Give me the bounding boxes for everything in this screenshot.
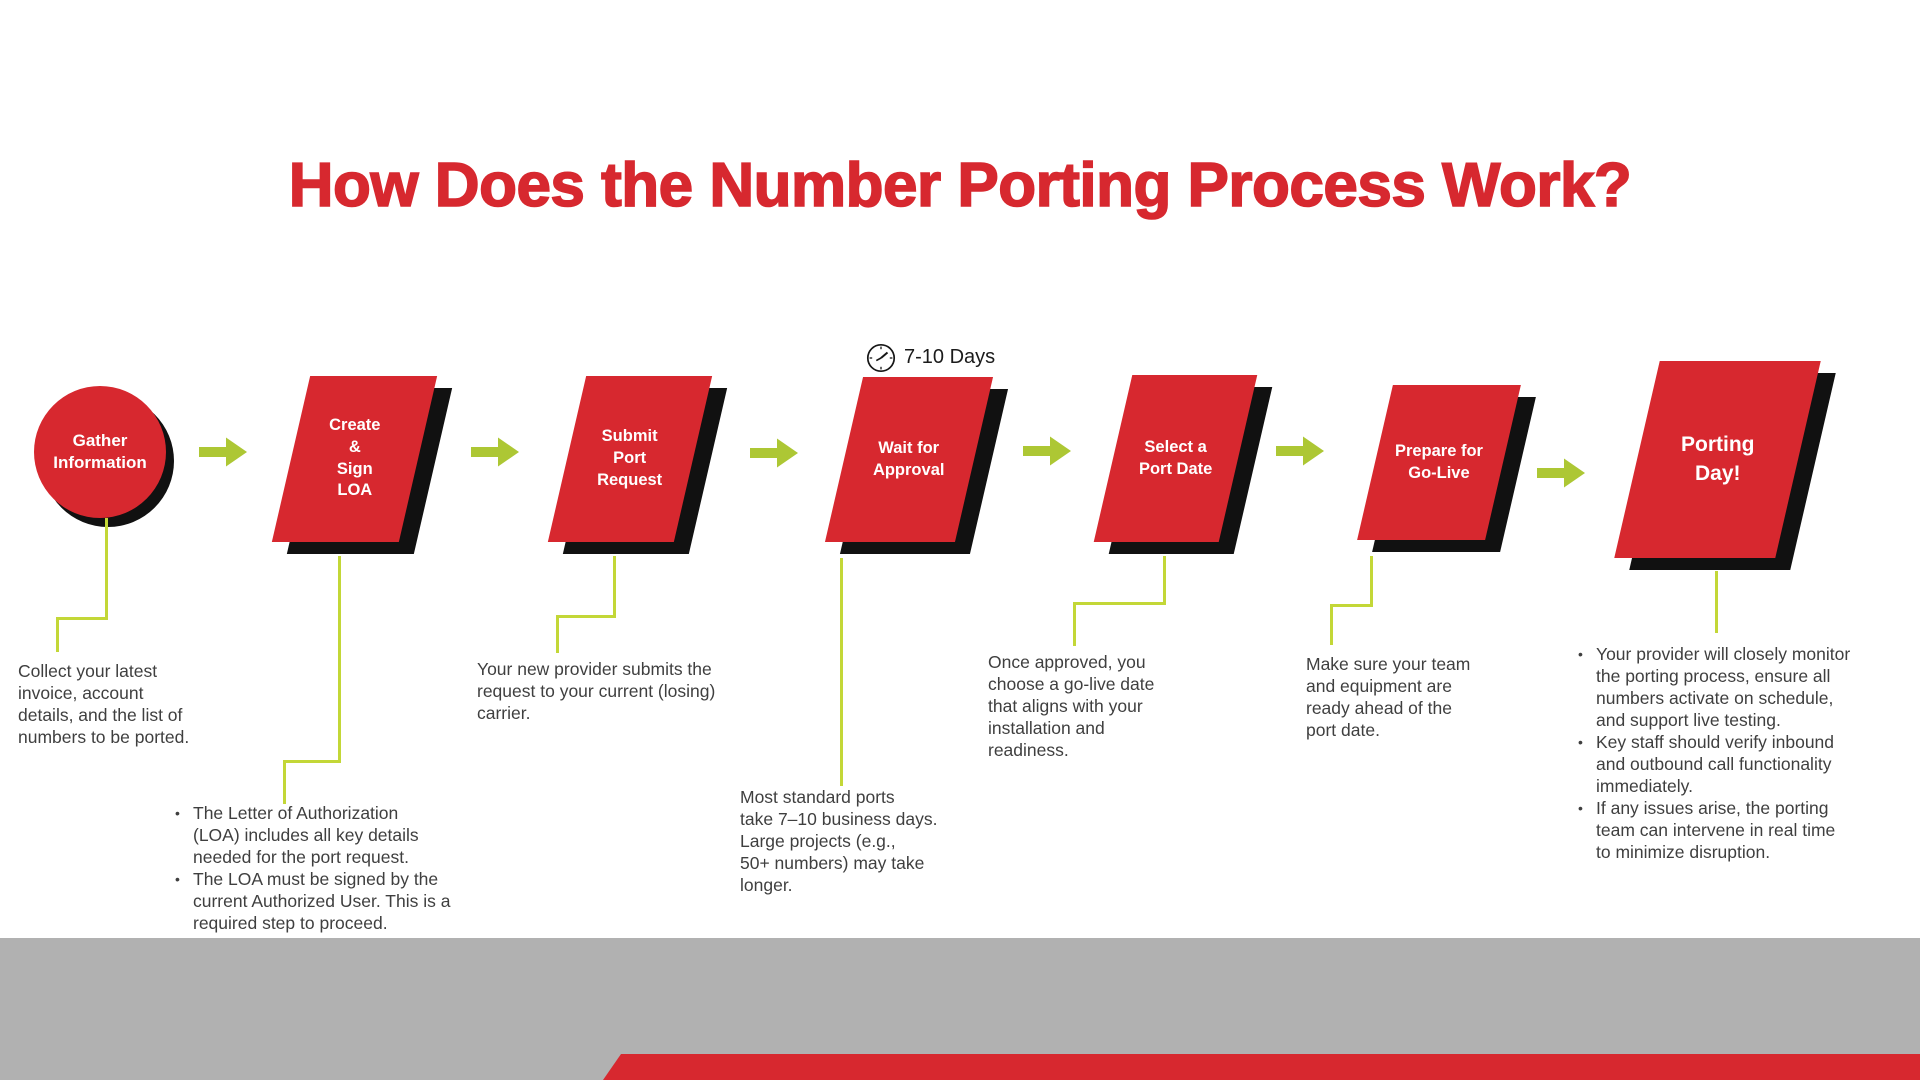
connector-line — [1330, 604, 1373, 607]
flow-arrow-icon — [1023, 436, 1071, 466]
connector-line — [56, 617, 108, 620]
step-shape-porting-day: Porting Day! — [1614, 361, 1836, 570]
step-description-wait-for-approval: Most standard ports take 7–10 business d… — [740, 787, 938, 895]
connector-line — [105, 518, 108, 620]
step-description-prepare-go-live: Make sure your team and equipment are re… — [1306, 654, 1471, 740]
bullet-text: The LOA must be signed by the current Au… — [193, 869, 451, 933]
step-label: Wait for Approval — [873, 438, 945, 479]
clock-badge-label: 7-10 Days — [904, 346, 996, 368]
bullet-text: Key staff should verify inbound and outb… — [1596, 732, 1835, 796]
connector-line — [1073, 602, 1166, 605]
connector-line — [1715, 571, 1718, 633]
bullet-text: Your provider will closely monitor the p… — [1596, 644, 1851, 730]
step-shape-select-port-date: Select a Port Date — [1093, 375, 1273, 554]
connector-line — [556, 615, 559, 653]
footer-red-stripe — [603, 1054, 1920, 1080]
flow-arrow-icon — [199, 437, 247, 467]
connector-line — [338, 556, 341, 763]
connector-line — [1163, 556, 1166, 605]
bullet-item: • Your provider will closely monitor the… — [1578, 643, 1908, 731]
bullet-item: • Key staff should verify inbound and ou… — [1578, 731, 1908, 797]
step-label: Submit Port Request — [597, 427, 663, 489]
bullet-text: If any issues arise, the porting team ca… — [1596, 798, 1836, 862]
page-title: How Does the Number Porting Process Work… — [288, 150, 1633, 221]
step-shape-create-sign-loa: Create & Sign LOA — [271, 376, 453, 554]
step-description-gather-information: Collect your latest invoice, account det… — [18, 661, 190, 747]
step-shape-wait-for-approval: Wait for Approval — [824, 377, 1009, 554]
step-label: Create & Sign LOA — [328, 416, 381, 500]
flow-arrow-icon — [1276, 436, 1324, 466]
step-shape-submit-port-request: Submit Port Request — [547, 376, 728, 554]
step-label: Select a Port Date — [1138, 437, 1213, 478]
connector-line — [56, 617, 59, 652]
step-shape-gather-information: Gather Information — [34, 386, 174, 527]
step-label: Gather Information — [53, 430, 147, 472]
connector-line — [283, 760, 341, 763]
step-label: Prepare for Go-Live — [1394, 441, 1484, 482]
flow-arrow-icon — [750, 438, 798, 468]
bullet-text: The Letter of Authorization (LOA) includ… — [193, 803, 419, 867]
step-label: Porting Day! — [1680, 433, 1755, 486]
bullet-dot: • — [175, 871, 180, 887]
shape-face: Gather Information — [34, 386, 166, 518]
connector-line — [1073, 602, 1076, 646]
bullet-dot: • — [175, 805, 180, 821]
bullet-dot: • — [1578, 734, 1583, 750]
bullet-item: • The Letter of Authorization (LOA) incl… — [175, 802, 535, 868]
connector-line — [840, 558, 843, 786]
bullet-item: • The LOA must be signed by the current … — [175, 868, 535, 934]
connector-line — [613, 556, 616, 618]
bullet-dot: • — [1578, 800, 1583, 816]
connector-line — [556, 615, 616, 618]
clock-icon — [866, 343, 896, 373]
step-shape-prepare-go-live: Prepare for Go-Live — [1357, 385, 1536, 552]
step-bullet-list-porting-day: • Your provider will closely monitor the… — [1578, 643, 1908, 863]
bullet-dot: • — [1578, 646, 1583, 662]
connector-line — [283, 760, 286, 804]
step-description-submit-port-request: Your new provider submits the request to… — [477, 659, 716, 723]
step-description-select-port-date: Once approved, you choose a go-live date… — [988, 652, 1155, 760]
flow-arrow-icon — [471, 437, 519, 467]
connector-line — [1370, 556, 1373, 607]
flow-arrow-icon — [1537, 458, 1585, 488]
connector-line — [1330, 604, 1333, 645]
step-bullet-list-create-sign-loa: • The Letter of Authorization (LOA) incl… — [175, 802, 535, 934]
bullet-item: • If any issues arise, the porting team … — [1578, 797, 1908, 863]
